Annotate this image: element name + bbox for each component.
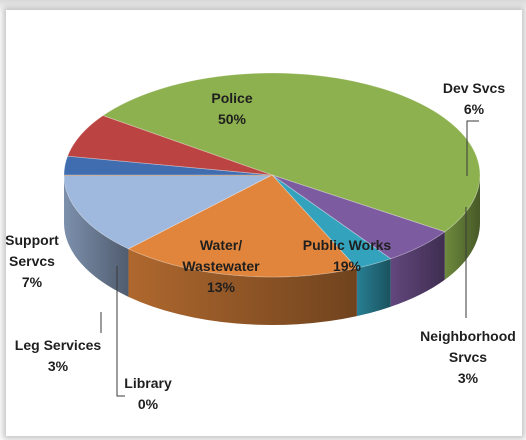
label-value-police: 50% <box>218 111 247 127</box>
slice-leg-services <box>63 155 273 176</box>
slice-side-dev-svcs <box>390 231 445 307</box>
label-leg-services: Leg Services 3% <box>15 337 102 374</box>
label-text-neighborhood-srvcs: Srvcs <box>449 349 487 365</box>
pie-tops <box>63 72 481 278</box>
label-police: Police 50% <box>211 90 252 127</box>
label-water-wastewater: Water/Wastewater 13% <box>182 237 260 295</box>
slice-side-neighborhood-srvcs <box>356 258 391 317</box>
slice-police <box>102 72 481 233</box>
label-text-dev-svcs: Dev Svcs <box>443 80 505 96</box>
leader-lines <box>100 120 479 397</box>
label-value-dev-svcs: 6% <box>464 101 485 117</box>
label-value-library: 0% <box>138 396 159 412</box>
label-text-police: Police <box>211 90 252 106</box>
slice-neighborhood-srvcs <box>271 174 392 269</box>
label-text-support-servcs: Servcs <box>9 253 55 269</box>
pie-chart: Police 50% Dev Svcs 6% Neighborhood Srvcs 3% Pu… <box>6 72 516 412</box>
label-value-public-works: 19% <box>333 258 362 274</box>
leader-library <box>116 266 125 397</box>
pie-sides <box>64 175 480 326</box>
slice-support-servcs <box>67 115 273 176</box>
label-text-leg-services: Leg Services <box>15 337 102 353</box>
label-text-neighborhood-srvcs: Neighborhood <box>420 328 516 344</box>
slice-public-works <box>127 174 358 278</box>
leader-dev-svcs <box>466 120 479 176</box>
slice-dev-svcs <box>271 174 446 260</box>
label-text-library: Library <box>124 375 172 391</box>
label-library: Library 0% <box>124 375 172 412</box>
slice-side-water-wastewater <box>64 175 129 297</box>
label-text-water-wastewater: Wastewater <box>182 258 260 274</box>
label-value-leg-services: 3% <box>48 358 69 374</box>
label-value-water-wastewater: 13% <box>207 279 236 295</box>
label-neighborhood-srvcs: Neighborhood Srvcs 3% <box>420 328 516 386</box>
slice-side-public-works <box>128 248 357 326</box>
label-public-works: Public Works 19% <box>303 237 392 274</box>
chart-panel: Police 50% Dev Svcs 6% Neighborhood Srvcs 3% Pu… <box>6 10 522 436</box>
label-support-servcs: Support Servcs 7% <box>6 232 59 290</box>
label-value-support-servcs: 7% <box>22 274 43 290</box>
label-text-public-works: Public Works <box>303 237 392 253</box>
label-dev-svcs: Dev Svcs 6% <box>443 80 505 117</box>
slice-water-wastewater <box>63 174 273 250</box>
label-text-water-wastewater: Water/ <box>200 237 242 253</box>
label-value-neighborhood-srvcs: 3% <box>458 370 479 386</box>
slice-side-police <box>444 175 480 280</box>
label-text-support-servcs: Support <box>6 232 59 248</box>
data-labels: Police 50% Dev Svcs 6% Neighborhood Srvcs 3% Pu… <box>6 80 516 412</box>
